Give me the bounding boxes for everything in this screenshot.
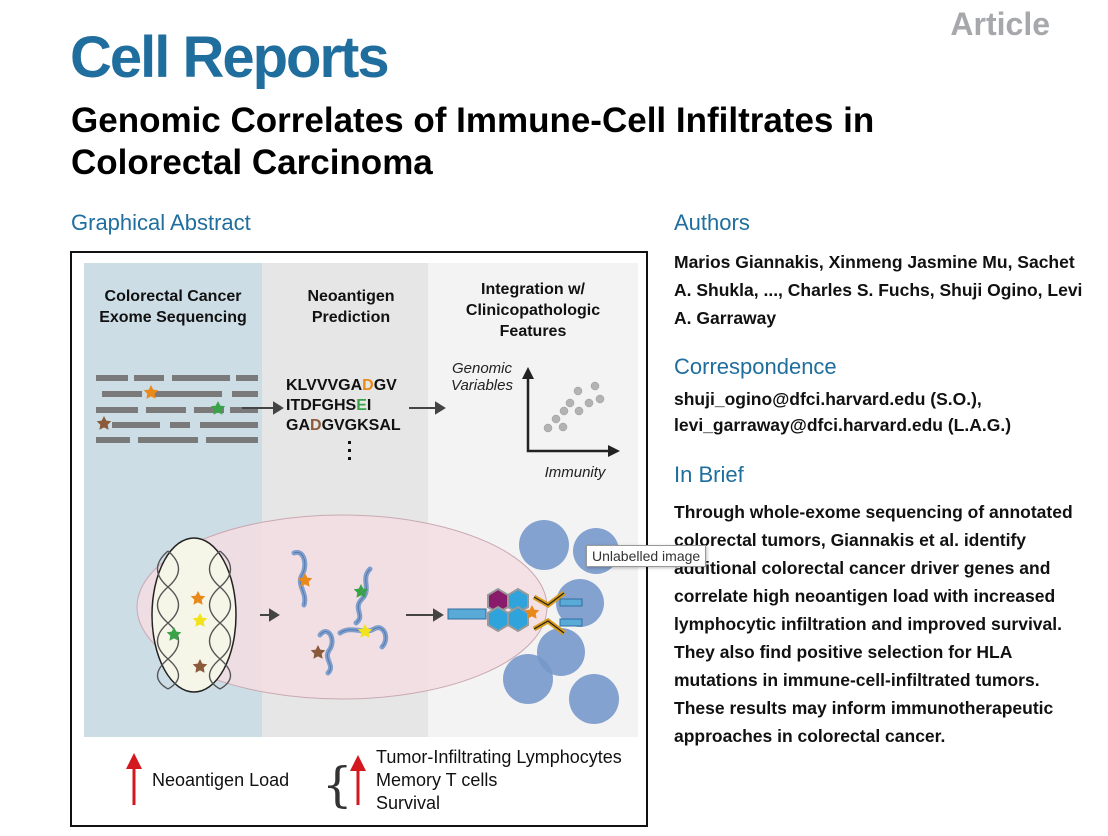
legend-neoantigen-load: Neoantigen Load <box>152 770 289 790</box>
graphical-abstract-canvas: Colorectal Cancer Exome Sequencing Neoan… <box>72 253 646 825</box>
legend-til: Tumor-Infiltrating Lymphocytes <box>376 747 622 767</box>
authors-heading: Authors <box>674 210 750 236</box>
article-type-label: Article <box>950 6 1050 43</box>
graphical-abstract-heading: Graphical Abstract <box>71 210 251 236</box>
authors-list: Marios Giannakis, Xinmeng Jasmine Mu, Sa… <box>674 248 1094 332</box>
col1-heading-line1: Colorectal Cancer <box>105 288 242 305</box>
graphical-abstract-figure[interactable]: Colorectal Cancer Exome Sequencing Neoan… <box>70 251 648 827</box>
peptide-2: ITDFGHSEI <box>286 397 371 414</box>
peptide-3: GADGVGKSAL <box>286 417 401 434</box>
in-brief-text: Through whole-exome sequencing of annota… <box>674 498 1074 750</box>
axis-y-label-line1: Genomic <box>452 360 513 377</box>
paper-title: Genomic Correlates of Immune-Cell Infilt… <box>71 100 1031 184</box>
col3-heading-line3: Features <box>500 323 567 340</box>
peptide-1: KLVVVGADGV <box>286 377 397 394</box>
col3-heading-line1: Integration w/ <box>481 281 586 298</box>
email-ogino-link[interactable]: shuji_ogino@dfci.harvard.edu (S.O.), <box>674 386 1094 412</box>
abstract-legend: Neoantigen Load { Tumor-Infiltrating Lym… <box>126 747 622 813</box>
axis-x-label: Immunity <box>545 464 607 481</box>
correspondence-heading: Correspondence <box>674 354 837 380</box>
legend-memory-t-cells: Memory T cells <box>376 770 497 790</box>
col2-heading-line1: Neoantigen <box>307 288 394 305</box>
axis-y-label-line2: Variables <box>451 377 513 394</box>
journal-logo: Cell Reports <box>70 24 388 91</box>
col2-heading-line2: Prediction <box>312 309 390 326</box>
col1-heading-line2: Exome Sequencing <box>99 309 247 326</box>
col3-heading-line2: Clinicopathologic <box>466 302 600 319</box>
vertical-ellipsis-icon <box>348 441 351 460</box>
correspondence-emails: shuji_ogino@dfci.harvard.edu (S.O.), lev… <box>674 386 1094 438</box>
legend-survival: Survival <box>376 793 440 813</box>
in-brief-heading: In Brief <box>674 462 744 488</box>
legend-brace: { <box>322 757 353 813</box>
nucleus-dna-illustration <box>152 538 236 692</box>
image-tooltip: Unlabelled image <box>586 545 706 567</box>
email-garraway-link[interactable]: levi_garraway@dfci.harvard.edu (L.A.G.) <box>674 412 1094 438</box>
